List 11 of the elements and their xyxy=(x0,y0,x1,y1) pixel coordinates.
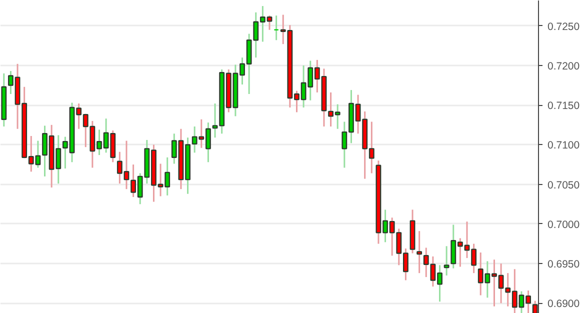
candlestick xyxy=(532,300,538,313)
y-tick-label: 0.7150 xyxy=(548,100,580,112)
y-tick-label: 0.6950 xyxy=(548,258,580,271)
candlestick xyxy=(444,245,450,276)
y-tick-label: 0.7250 xyxy=(548,20,580,33)
y-tick-label: 0.6900 xyxy=(548,298,580,310)
y-tick-label: 0.7000 xyxy=(548,218,580,231)
y-tick-label: 0.7100 xyxy=(548,140,580,152)
y-tick-label: 0.7050 xyxy=(548,179,580,192)
y-tick-label: 0.7200 xyxy=(548,60,580,72)
candlestick xyxy=(416,230,422,274)
